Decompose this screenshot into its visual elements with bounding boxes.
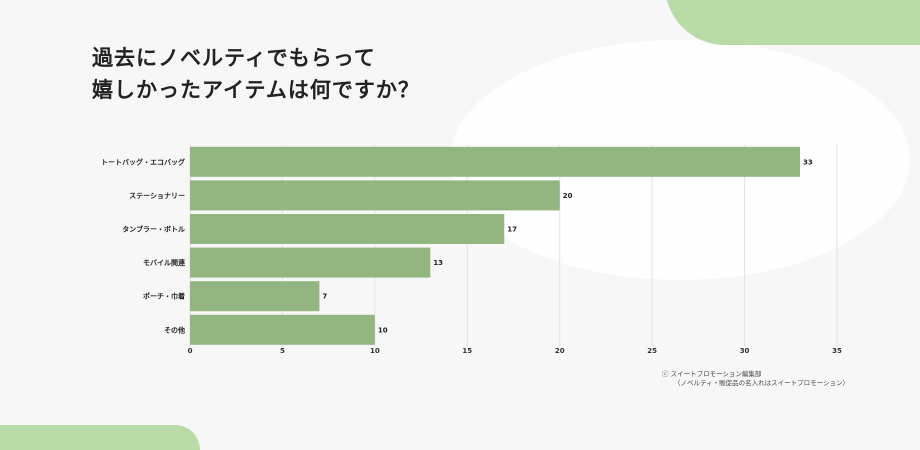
- x-tick-label: 30: [740, 347, 750, 355]
- decorative-blob-top-right: [665, 0, 920, 45]
- x-tick-label: 20: [555, 347, 565, 355]
- x-tick-label: 15: [462, 347, 472, 355]
- x-tick-label: 10: [370, 347, 380, 355]
- category-label: その他: [164, 325, 185, 334]
- bar: [190, 180, 560, 211]
- bar: [190, 281, 320, 312]
- x-tick-label: 5: [280, 347, 285, 355]
- chart-title: 過去にノベルティでもらって 嬉しかったアイテムは何ですか？: [92, 42, 420, 106]
- decorative-blob-bottom-left: [0, 425, 200, 450]
- data-label: 17: [507, 226, 517, 234]
- category-label: ポーチ・巾着: [143, 292, 185, 301]
- title-line-2: 嬉しかったアイテムは何ですか？: [92, 78, 420, 102]
- category-label: ステーショナリー: [129, 192, 185, 200]
- data-label: 20: [563, 192, 573, 200]
- bar: [190, 314, 375, 345]
- bar: [190, 214, 505, 244]
- data-label: 7: [322, 293, 327, 301]
- bar: [190, 146, 801, 177]
- title-line-1: 過去にノベルティでもらって: [92, 46, 376, 70]
- source-credit: ⓒ スイートプロモーション編集部 （ノベルティ・販促品の名入れはスイートプロモー…: [662, 370, 849, 388]
- bar: [190, 247, 431, 278]
- category-label: タンブラー・ボトル: [122, 225, 185, 234]
- source-line-1: ⓒ スイートプロモーション編集部: [662, 370, 762, 378]
- data-label: 13: [433, 259, 443, 267]
- x-tick-label: 0: [188, 347, 193, 355]
- x-tick-label: 35: [832, 347, 842, 355]
- data-label: 33: [803, 158, 813, 166]
- category-label: モバイル関連: [143, 258, 186, 267]
- category-label: トートバッグ・エコバッグ: [101, 157, 185, 166]
- x-tick-label: 25: [647, 347, 657, 355]
- data-label: 10: [378, 326, 388, 334]
- source-line-2: （ノベルティ・販促品の名入れはスイートプロモーション）: [674, 379, 849, 387]
